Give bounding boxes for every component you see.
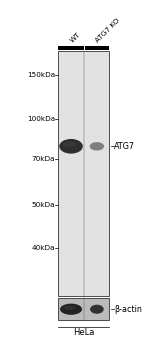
Ellipse shape bbox=[90, 304, 104, 314]
Bar bbox=[58, 46, 84, 50]
Ellipse shape bbox=[59, 139, 83, 154]
Ellipse shape bbox=[90, 142, 104, 150]
Text: ATG7 KO: ATG7 KO bbox=[95, 17, 121, 44]
Ellipse shape bbox=[60, 303, 82, 315]
Bar bbox=[58, 298, 109, 320]
Text: 50kDa: 50kDa bbox=[31, 202, 55, 208]
Text: 40kDa: 40kDa bbox=[31, 245, 55, 251]
Text: ATG7: ATG7 bbox=[114, 142, 135, 151]
Text: 100kDa: 100kDa bbox=[27, 116, 55, 122]
Text: 70kDa: 70kDa bbox=[31, 155, 55, 162]
Bar bbox=[85, 46, 109, 50]
Text: WT: WT bbox=[69, 32, 81, 44]
Text: β-actin: β-actin bbox=[114, 305, 142, 314]
Ellipse shape bbox=[63, 141, 76, 147]
Bar bbox=[58, 51, 109, 296]
Text: HeLa: HeLa bbox=[73, 328, 94, 337]
Ellipse shape bbox=[64, 306, 76, 310]
Text: 150kDa: 150kDa bbox=[27, 72, 55, 78]
